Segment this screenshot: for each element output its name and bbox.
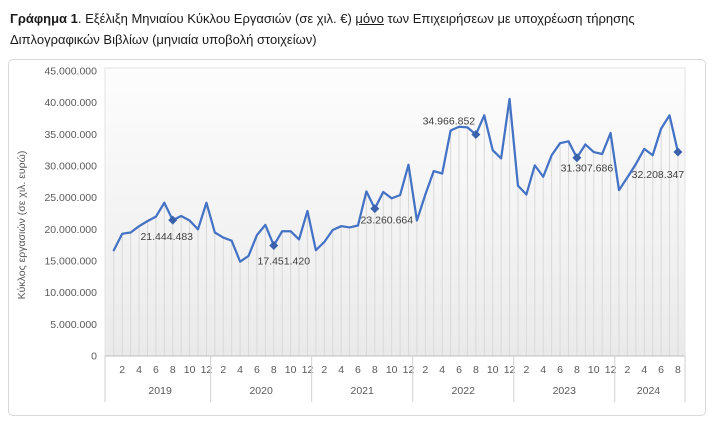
figure-caption: Γράφημα 1. Εξέλιξη Μηνιαίου Κύκλου Εργασ… bbox=[0, 0, 710, 57]
month-tick-label: 6 bbox=[355, 364, 361, 376]
year-label: 2023 bbox=[553, 385, 577, 397]
data-label: 31.307.686 bbox=[561, 163, 614, 175]
data-label: 32.208.347 bbox=[632, 169, 685, 181]
month-tick-label: 4 bbox=[237, 364, 243, 376]
y-tick-label: 20.000.000 bbox=[44, 224, 97, 236]
month-tick-label: 8 bbox=[372, 364, 378, 376]
month-tick-label: 10 bbox=[487, 364, 499, 376]
month-tick-label: 2 bbox=[624, 364, 630, 376]
month-tick-label: 2 bbox=[422, 364, 428, 376]
data-point-marker bbox=[269, 240, 279, 250]
chart-canvas: 0 5.000.000 10.000.000 15.000.000 20.000.000… bbox=[16, 65, 686, 402]
caption-emphasis: μόνο bbox=[355, 11, 384, 26]
y-tick-label: 45.000.000 bbox=[44, 65, 97, 77]
data-point-marker bbox=[168, 215, 178, 225]
data-point-marker bbox=[370, 204, 380, 214]
line-chart: 0 5.000.000 10.000.000 15.000.000 20.000.000… bbox=[8, 58, 706, 416]
caption-text-1: . Εξέλιξη Μηνιαίου Κύκλου Εργασιών (σε χ… bbox=[77, 11, 356, 26]
data-point-marker bbox=[572, 153, 582, 163]
y-tick-label: 40.000.000 bbox=[44, 97, 97, 109]
month-tick-label: 12 bbox=[605, 364, 617, 376]
month-tick-label: 6 bbox=[557, 364, 563, 376]
year-label: 2021 bbox=[351, 385, 375, 397]
month-tick-label: 6 bbox=[153, 364, 159, 376]
month-tick-label: 4 bbox=[540, 364, 546, 376]
month-tick-label: 10 bbox=[285, 364, 297, 376]
month-tick-label: 2 bbox=[321, 364, 327, 376]
month-tick-label: 6 bbox=[456, 364, 462, 376]
y-tick-label: 0 bbox=[91, 350, 97, 362]
month-tick-label: 4 bbox=[136, 364, 142, 376]
plot-area bbox=[104, 67, 686, 357]
month-tick-label: 10 bbox=[184, 364, 196, 376]
month-tick-label: 8 bbox=[170, 364, 176, 376]
data-label: 21.444.483 bbox=[140, 231, 193, 243]
month-tick-label: 12 bbox=[201, 364, 213, 376]
month-tick-label: 12 bbox=[403, 364, 415, 376]
year-label: 2024 bbox=[637, 385, 661, 397]
month-tick-label: 8 bbox=[473, 364, 479, 376]
month-tick-label: 2 bbox=[523, 364, 529, 376]
data-label: 17.451.420 bbox=[257, 255, 310, 267]
month-tick-label: 8 bbox=[271, 364, 277, 376]
month-tick-label: 6 bbox=[658, 364, 664, 376]
y-tick-label: 5.000.000 bbox=[50, 319, 97, 331]
turnover-line bbox=[112, 97, 680, 263]
month-tick-label: 6 bbox=[254, 364, 260, 376]
year-label: 2022 bbox=[452, 385, 476, 397]
month-tick-label: 4 bbox=[439, 364, 445, 376]
data-label: 23.260.664 bbox=[361, 215, 414, 227]
month-tick-label: 12 bbox=[302, 364, 314, 376]
month-tick-label: 10 bbox=[588, 364, 600, 376]
figure-number: Γράφημα 1 bbox=[10, 11, 78, 26]
month-tick-label: 8 bbox=[675, 364, 681, 376]
caption-text-2: των Επιχειρήσεων με υποχρέωση τήρησης Δι… bbox=[10, 11, 635, 48]
y-tick-label: 10.000.000 bbox=[44, 287, 97, 299]
month-tick-label: 4 bbox=[641, 364, 647, 376]
y-tick-label: 25.000.000 bbox=[44, 192, 97, 204]
y-tick-label: 30.000.000 bbox=[44, 160, 97, 172]
data-point-marker bbox=[471, 129, 481, 139]
month-tick-label: 12 bbox=[504, 364, 516, 376]
month-tick-label: 10 bbox=[386, 364, 398, 376]
year-label: 2020 bbox=[249, 385, 273, 397]
month-tick-label: 4 bbox=[338, 364, 344, 376]
month-tick-label: 2 bbox=[220, 364, 226, 376]
y-tick-label: 35.000.000 bbox=[44, 129, 97, 141]
year-label: 2019 bbox=[148, 385, 172, 397]
data-point-marker bbox=[673, 147, 683, 157]
month-tick-label: 2 bbox=[119, 364, 125, 376]
data-label: 34.966.852 bbox=[423, 115, 476, 127]
y-axis-title: Κύκλος εργασιών (σε χιλ. ευρώ) bbox=[16, 151, 28, 300]
y-tick-label: 15.000.000 bbox=[44, 255, 97, 267]
month-tick-label: 8 bbox=[574, 364, 580, 376]
